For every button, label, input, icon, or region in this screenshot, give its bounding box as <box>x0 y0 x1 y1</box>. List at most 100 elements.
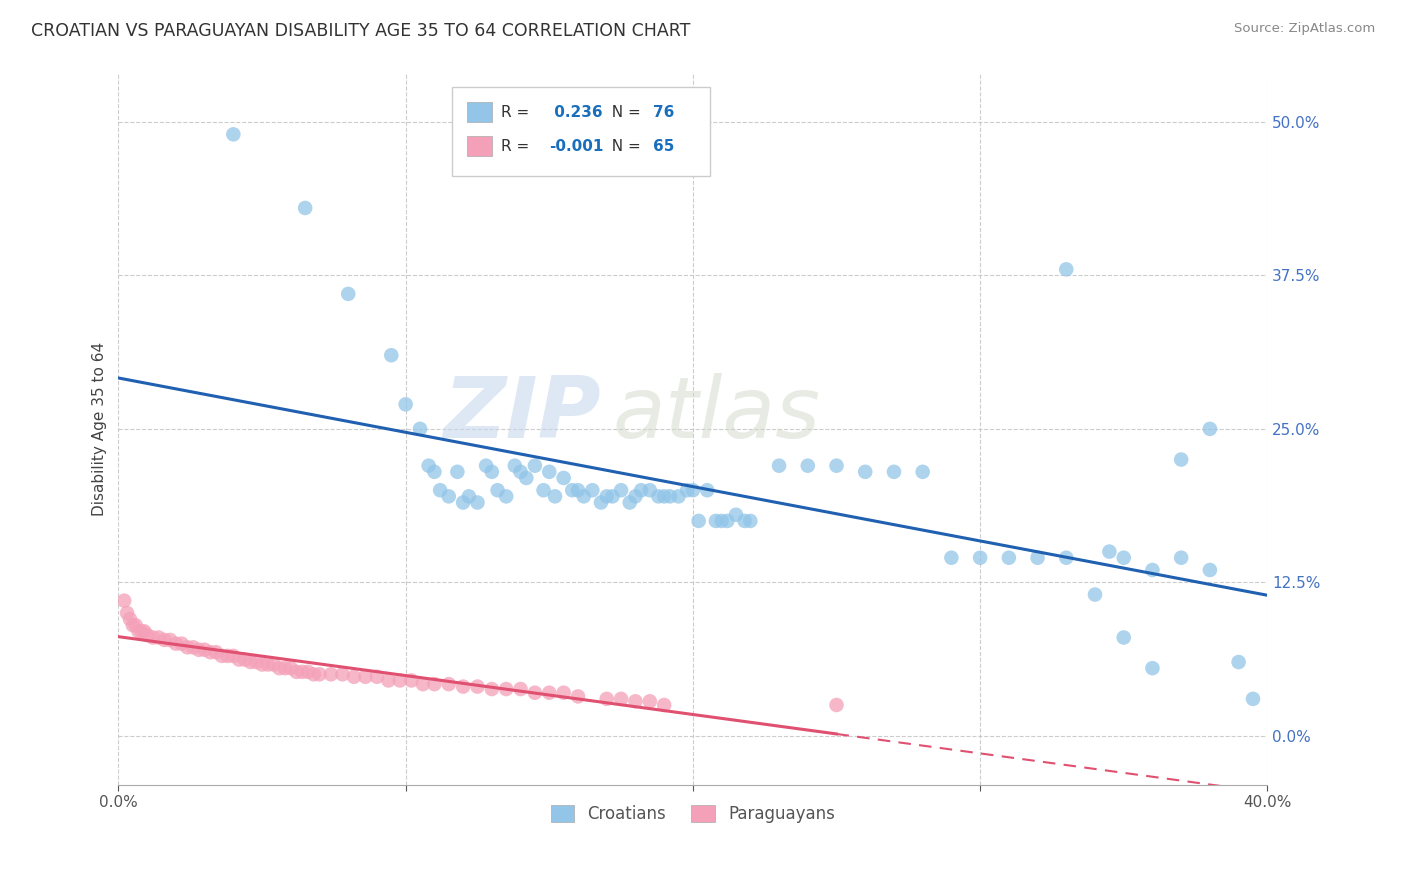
Point <box>567 483 589 498</box>
Point <box>630 483 652 498</box>
Point <box>332 667 354 681</box>
Point <box>638 483 661 498</box>
Point <box>437 489 460 503</box>
Point <box>1199 422 1222 436</box>
Point <box>553 686 575 700</box>
Point <box>222 128 245 142</box>
Point <box>610 691 633 706</box>
Point <box>187 642 209 657</box>
Point <box>337 286 360 301</box>
Point <box>250 657 273 672</box>
Point <box>1026 550 1049 565</box>
Point <box>509 465 531 479</box>
Point <box>1170 550 1192 565</box>
Point <box>523 686 546 700</box>
Point <box>124 618 146 632</box>
Point <box>401 673 423 688</box>
Point <box>395 397 418 411</box>
Point <box>668 489 690 503</box>
Text: Source: ZipAtlas.com: Source: ZipAtlas.com <box>1234 22 1375 36</box>
Point <box>515 471 537 485</box>
Text: 0.236: 0.236 <box>550 104 603 120</box>
Point <box>451 680 474 694</box>
Point <box>263 657 285 672</box>
Point <box>457 489 479 503</box>
Point <box>437 677 460 691</box>
Point <box>377 673 399 688</box>
Point <box>740 514 762 528</box>
Text: R =: R = <box>501 104 534 120</box>
Point <box>941 550 963 565</box>
Point <box>853 465 876 479</box>
Point <box>610 483 633 498</box>
Point <box>142 631 165 645</box>
Point <box>354 670 377 684</box>
Point <box>429 483 451 498</box>
Point <box>1227 655 1250 669</box>
Point <box>734 514 756 528</box>
Point <box>148 631 170 645</box>
Point <box>619 495 641 509</box>
Point <box>245 655 267 669</box>
Point <box>222 648 245 663</box>
Text: N =: N = <box>602 139 645 153</box>
Point <box>291 665 314 679</box>
Point <box>239 655 262 669</box>
Point <box>121 618 143 632</box>
Point <box>647 489 669 503</box>
Point <box>176 640 198 655</box>
Point <box>131 624 153 639</box>
Point <box>503 458 526 473</box>
FancyBboxPatch shape <box>451 87 710 177</box>
FancyBboxPatch shape <box>467 136 492 156</box>
Point <box>652 698 675 712</box>
Point <box>280 661 302 675</box>
Point <box>118 612 141 626</box>
Point <box>825 458 848 473</box>
Point <box>412 677 434 691</box>
Point <box>128 624 150 639</box>
Point <box>589 495 612 509</box>
Point <box>194 642 217 657</box>
Point <box>380 348 402 362</box>
Point <box>1241 691 1264 706</box>
Point <box>538 465 561 479</box>
Point <box>1054 550 1077 565</box>
Point <box>495 681 517 696</box>
Point <box>1112 550 1135 565</box>
Text: ZIP: ZIP <box>443 373 600 456</box>
Point <box>553 471 575 485</box>
Point <box>294 201 316 215</box>
Point <box>423 677 446 691</box>
Point <box>1054 262 1077 277</box>
Point <box>688 514 710 528</box>
Point <box>998 550 1021 565</box>
Point <box>181 640 204 655</box>
Point <box>797 458 820 473</box>
Point <box>724 508 747 522</box>
Point <box>343 670 366 684</box>
Point <box>768 458 790 473</box>
Point <box>567 690 589 704</box>
Point <box>572 489 595 503</box>
Point <box>1098 544 1121 558</box>
Point <box>658 489 681 503</box>
Y-axis label: Disability Age 35 to 64: Disability Age 35 to 64 <box>93 342 107 516</box>
Point <box>112 593 135 607</box>
Text: 65: 65 <box>652 139 673 153</box>
Point <box>1199 563 1222 577</box>
Point <box>153 632 176 647</box>
Point <box>495 489 517 503</box>
Point <box>319 667 342 681</box>
Point <box>523 458 546 473</box>
Point <box>467 680 489 694</box>
Point <box>481 681 503 696</box>
Point <box>509 681 531 696</box>
Point <box>159 632 181 647</box>
Point <box>825 698 848 712</box>
Point <box>1112 631 1135 645</box>
Point <box>233 652 256 666</box>
Point <box>308 667 330 681</box>
Point <box>170 637 193 651</box>
Point <box>1084 588 1107 602</box>
